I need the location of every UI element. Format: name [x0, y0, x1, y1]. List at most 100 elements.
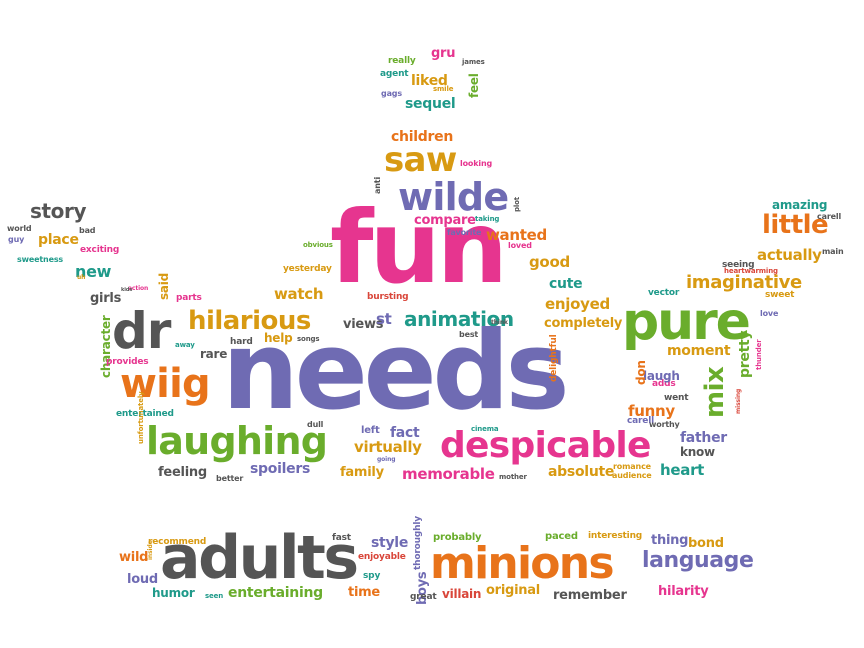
word-entertaining: entertaining: [228, 585, 323, 601]
word-favorite: favorite: [447, 228, 482, 237]
word-place: place: [38, 232, 79, 248]
word-gags: gags: [381, 89, 402, 98]
word-fact: fact: [390, 425, 420, 441]
word-children: children: [391, 129, 454, 145]
word-obvious: obvious: [303, 241, 333, 249]
word-bad: bad: [79, 226, 96, 235]
word-help: help: [264, 331, 293, 345]
word-loved: loved: [508, 241, 532, 250]
word-agent: agent: [380, 69, 409, 79]
word-little: little: [762, 210, 829, 240]
word-father: father: [680, 430, 727, 446]
word-mother: mother: [499, 473, 527, 481]
word-world: world: [7, 224, 32, 233]
word-character: character: [99, 315, 113, 378]
word-smile: smile: [433, 85, 454, 93]
word-exciting: exciting: [80, 245, 120, 255]
word-feeling: feeling: [158, 465, 207, 480]
word-anti: anti: [373, 176, 382, 194]
word-entertained: entertained: [116, 409, 174, 419]
word-hard: hard: [230, 337, 253, 347]
word-audience: audience: [612, 471, 652, 480]
word-probably: probably: [433, 532, 482, 543]
word-funny: funny: [628, 402, 675, 420]
word-think: think: [491, 319, 508, 326]
word-missing: missing: [735, 388, 742, 414]
word-worthy: worthy: [649, 420, 680, 429]
word-taking: taking: [475, 215, 500, 223]
word-spoilers: spoilers: [250, 461, 311, 477]
word-sweetness: sweetness: [17, 255, 64, 264]
word-delightful: delightful: [549, 334, 559, 382]
word-songs: songs: [297, 335, 320, 343]
word-humor: humor: [152, 586, 195, 600]
word-unfortunately: unfortunately: [137, 391, 145, 444]
word-wilde: wilde: [398, 175, 509, 219]
word-carell: carell: [627, 416, 655, 426]
word-amazing: amazing: [772, 198, 828, 212]
word-despicable: despicable: [440, 425, 651, 466]
word-remember: remember: [553, 588, 627, 603]
word-parts: parts: [176, 293, 202, 303]
word-going: going: [377, 456, 396, 463]
word-loud: loud: [127, 572, 158, 587]
word-said: said: [157, 273, 171, 300]
word-away: away: [175, 341, 195, 349]
word-gru: gru: [431, 46, 456, 61]
word-original: original: [486, 583, 540, 598]
word-hilarious: hilarious: [188, 306, 311, 336]
word-plot: plot: [513, 196, 521, 212]
word-thoroughly: thoroughly: [413, 516, 423, 570]
word-fun: fun: [330, 189, 508, 306]
word-romance: romance: [613, 462, 651, 471]
word-provides: provides: [106, 357, 149, 367]
word-time: time: [348, 585, 380, 600]
word-language: language: [642, 548, 754, 573]
word-new: new: [75, 262, 112, 281]
word-story: story: [30, 199, 87, 223]
word-really: really: [388, 56, 416, 66]
word-wanted: wanted: [486, 226, 547, 244]
word-liked: liked: [411, 73, 448, 89]
word-completely: completely: [544, 316, 623, 331]
word-style: style: [371, 535, 409, 551]
word-minions: minions: [430, 538, 615, 589]
word-rare: rare: [200, 347, 228, 361]
word-great: great: [410, 592, 437, 602]
word-adds: adds: [652, 379, 676, 389]
word-family: family: [340, 465, 384, 480]
word-memorable: memorable: [402, 465, 495, 483]
word-compare: compare: [414, 213, 476, 228]
word-seeing: seeing: [722, 260, 755, 270]
word-views: views: [343, 317, 384, 332]
word-guy: guy: [8, 235, 25, 244]
word-imaginative: imaginative: [686, 272, 802, 293]
word-pure: pure: [622, 292, 751, 352]
word-went: went: [664, 393, 689, 403]
word-main: main: [822, 247, 844, 256]
word-action: action: [128, 285, 149, 292]
word-carell: carell: [817, 212, 842, 221]
word-spy: spy: [363, 571, 381, 581]
word-fast: fast: [332, 533, 351, 543]
word-wild: wild: [119, 550, 149, 565]
word-animation: animation: [404, 307, 514, 331]
word-mix: mix: [700, 366, 730, 418]
word-wiig: wiig: [120, 361, 211, 407]
word-girls: girls: [90, 291, 122, 306]
word-know: know: [680, 445, 715, 459]
word-dr: dr: [112, 302, 171, 360]
word-sweet: sweet: [765, 290, 795, 300]
word-yesterday: yesterday: [283, 264, 332, 274]
word-kids: kids: [121, 287, 133, 293]
word-moment: moment: [667, 343, 731, 359]
word-st: st: [376, 310, 392, 328]
word-dull: dull: [307, 420, 324, 429]
word-james: james: [462, 58, 485, 66]
word-cute: cute: [549, 276, 583, 292]
word-heartwarming: heartwarming: [724, 267, 778, 275]
word-thunder: thunder: [755, 339, 763, 370]
word-vector: vector: [648, 288, 680, 298]
word-paced: paced: [545, 531, 578, 542]
word-feel: feel: [467, 73, 481, 98]
